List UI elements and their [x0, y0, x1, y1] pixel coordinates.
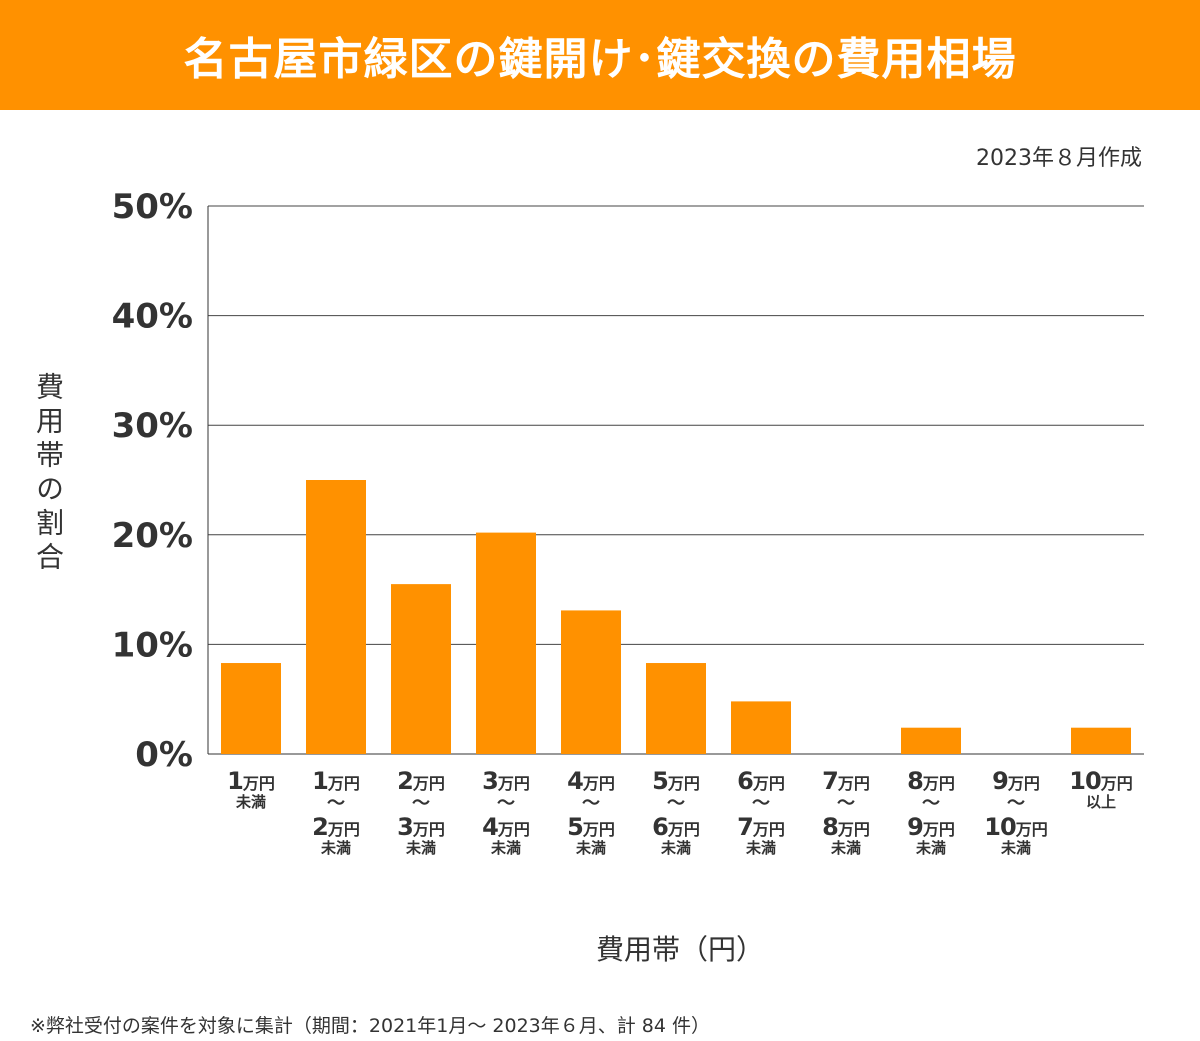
x-tick-label: 8万円〜 9万円 未満 — [889, 768, 973, 856]
bar — [476, 532, 536, 754]
range-qualifier: 未満 — [830, 839, 861, 857]
y-tick-label: 0% — [135, 735, 193, 775]
price-value: 5万円 — [652, 767, 700, 795]
price-value: 3万円 — [397, 813, 445, 841]
x-tick-label: 2万円〜 3万円 未満 — [379, 768, 463, 856]
range-tilde: 〜 — [922, 793, 940, 814]
price-value: 8万円 — [822, 813, 870, 841]
range-tilde: 〜 — [1007, 793, 1025, 814]
bar — [306, 480, 366, 754]
x-tick-label: 1万円 未満 — [209, 768, 293, 810]
range-qualifier: 未満 — [490, 839, 521, 857]
price-value: 1万円 — [312, 767, 360, 795]
price-value: 6万円 — [737, 767, 785, 795]
price-value: 1万円 — [227, 767, 275, 795]
price-value: 3万円 — [482, 767, 530, 795]
bar — [221, 663, 281, 754]
range-qualifier: 未満 — [235, 793, 266, 811]
range-qualifier: 未満 — [745, 839, 776, 857]
range-qualifier: 以上 — [1085, 793, 1116, 811]
x-tick-label: 3万円〜 4万円 未満 — [464, 768, 548, 856]
price-value: 10万円 — [1069, 767, 1133, 795]
price-value: 4万円 — [567, 767, 615, 795]
range-tilde: 〜 — [582, 793, 600, 814]
x-tick-label: 10万円 以上 — [1059, 768, 1143, 810]
range-qualifier: 未満 — [660, 839, 691, 857]
y-tick-label: 10% — [112, 625, 193, 665]
price-value: 9万円 — [992, 767, 1040, 795]
range-qualifier: 未満 — [320, 839, 351, 857]
y-tick-label: 50% — [112, 187, 193, 227]
price-value: 8万円 — [907, 767, 955, 795]
range-tilde: 〜 — [667, 793, 685, 814]
bar — [391, 584, 451, 754]
created-date: 2023年８月作成 — [976, 146, 1142, 171]
range-tilde: 〜 — [752, 793, 770, 814]
bar — [1071, 727, 1131, 754]
bar — [561, 610, 621, 754]
x-axis-label: 費用帯（円） — [595, 933, 764, 966]
x-tick-label: 5万円〜 6万円 未満 — [634, 768, 718, 856]
x-tick-label: 4万円〜 5万円 未満 — [549, 768, 633, 856]
price-value: 2万円 — [312, 813, 360, 841]
range-tilde: 〜 — [327, 793, 345, 814]
price-value: 10万円 — [984, 813, 1048, 841]
bar — [731, 701, 791, 754]
range-qualifier: 未満 — [405, 839, 436, 857]
price-value: 7万円 — [737, 813, 785, 841]
price-value: 5万円 — [567, 813, 615, 841]
price-value: 6万円 — [652, 813, 700, 841]
price-value: 2万円 — [397, 767, 445, 795]
price-value: 7万円 — [822, 767, 870, 795]
range-tilde: 〜 — [412, 793, 430, 814]
x-tick-label: 9万円〜 10万円 未満 — [974, 768, 1058, 856]
title-banner: 名古屋市緑区の鍵開け･鍵交換の費用相場 — [0, 0, 1200, 110]
bar — [646, 663, 706, 754]
y-tick-label: 20% — [112, 516, 193, 556]
chart-title: 名古屋市緑区の鍵開け･鍵交換の費用相場 — [183, 34, 1017, 85]
x-tick-label: 1万円〜 2万円 未満 — [294, 768, 378, 856]
range-qualifier: 未満 — [915, 839, 946, 857]
range-tilde: 〜 — [837, 793, 855, 814]
range-qualifier: 未満 — [575, 839, 606, 857]
y-axis-label: 費用帯の割合 — [32, 372, 65, 576]
y-tick-label: 40% — [112, 297, 193, 337]
bar — [901, 727, 961, 754]
footer-note: ※弊社受付の案件を対象に集計（期間：2021年1月～ 2023年６月、計 84 … — [30, 1015, 711, 1037]
range-tilde: 〜 — [497, 793, 515, 814]
x-tick-label: 7万円〜 8万円 未満 — [804, 768, 888, 856]
y-tick-label: 30% — [112, 406, 193, 446]
range-qualifier: 未満 — [1000, 839, 1031, 857]
x-tick-label: 6万円〜 7万円 未満 — [719, 768, 803, 856]
price-value: 9万円 — [907, 813, 955, 841]
price-value: 4万円 — [482, 813, 530, 841]
